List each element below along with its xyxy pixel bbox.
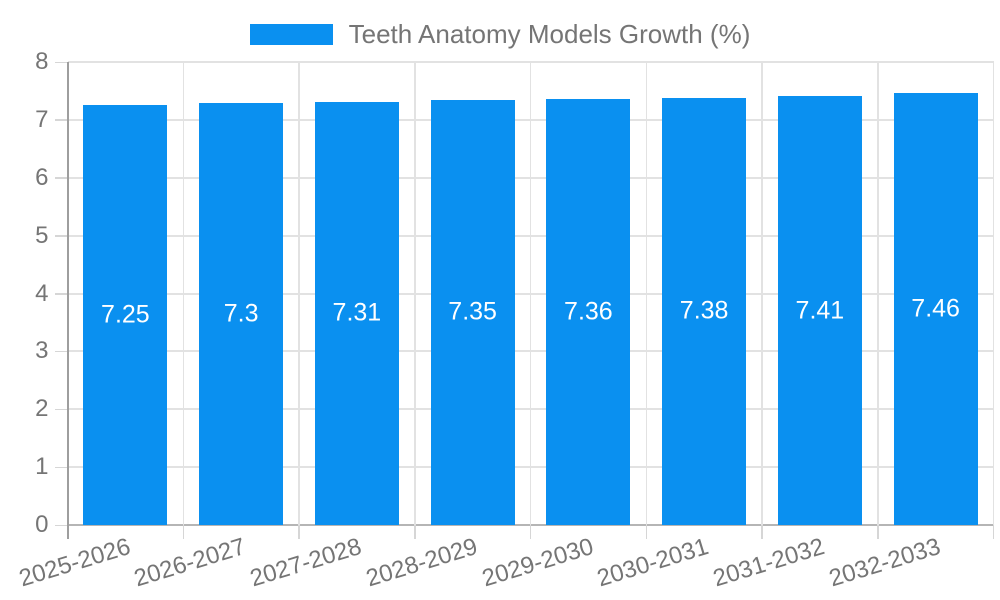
bar <box>83 105 168 525</box>
y-tick-mark <box>54 119 68 121</box>
y-tick-mark <box>54 235 68 237</box>
y-axis-tick-label: 7 <box>35 105 49 133</box>
bar <box>893 93 978 525</box>
gridline-vertical <box>992 62 995 525</box>
bar <box>777 96 862 525</box>
x-axis-tick-label: 2028-2029 <box>362 533 481 593</box>
x-tick-mark <box>877 525 879 539</box>
bar <box>199 102 284 525</box>
x-axis-tick-label: 2025-2026 <box>15 533 134 593</box>
bar-value-label: 7.3 <box>223 299 259 328</box>
legend-label: Teeth Anatomy Models Growth (%) <box>348 19 751 49</box>
gridline-vertical <box>298 62 300 525</box>
legend-swatch <box>249 23 333 45</box>
bar-value-label: 7.41 <box>795 296 845 325</box>
y-axis-tick-label: 0 <box>35 511 49 538</box>
bar <box>430 99 515 525</box>
bar-value-label: 7.31 <box>332 298 382 327</box>
y-axis-tick-label: 2 <box>35 395 49 423</box>
y-axis-line <box>66 62 69 539</box>
bar-value-label: 7.36 <box>564 297 613 326</box>
x-tick-mark <box>992 525 995 539</box>
x-tick-mark <box>298 525 300 539</box>
gridline-vertical <box>877 62 879 525</box>
x-tick-mark <box>182 525 184 539</box>
bar <box>662 97 747 525</box>
y-tick-mark <box>54 408 68 411</box>
x-axis-tick-label: 2029-2030 <box>478 533 597 593</box>
bar <box>546 99 631 525</box>
y-axis-tick-label: 5 <box>35 221 49 249</box>
bar-value-label: 7.38 <box>679 296 729 325</box>
x-tick-mark <box>645 525 647 539</box>
gridline-vertical <box>182 62 184 525</box>
x-tick-mark <box>761 525 763 539</box>
y-tick-mark <box>54 350 68 353</box>
bar <box>314 101 399 525</box>
y-tick-mark <box>54 293 68 295</box>
y-axis-tick-label: 4 <box>35 279 49 307</box>
gridline-vertical <box>529 62 532 525</box>
y-tick-mark <box>54 61 68 63</box>
y-tick-mark <box>54 524 68 526</box>
bar-value-label: 7.35 <box>448 297 497 326</box>
x-tick-mark <box>529 525 532 539</box>
x-axis-tick-label: 2030-2031 <box>594 533 713 593</box>
gridline-vertical <box>761 62 763 525</box>
y-tick-mark <box>54 177 68 179</box>
bar-value-label: 7.25 <box>101 300 150 329</box>
x-axis-tick-label: 2026-2027 <box>131 533 250 593</box>
bar-value-label: 7.46 <box>911 294 960 323</box>
y-axis-tick-label: 6 <box>35 163 49 191</box>
legend: Teeth Anatomy Models Growth (%) <box>0 21 1000 47</box>
x-tick-mark <box>414 525 416 539</box>
y-axis-tick-label: 1 <box>35 453 49 481</box>
x-axis-tick-label: 2032-2033 <box>825 533 944 593</box>
gridline-vertical <box>414 62 416 525</box>
x-axis-tick-label: 2027-2028 <box>247 533 365 593</box>
y-tick-mark <box>54 466 68 469</box>
y-axis-tick-label: 3 <box>35 337 49 365</box>
x-axis-tick-label: 2031-2032 <box>710 533 828 593</box>
y-axis-tick-label: 8 <box>35 48 49 75</box>
gridline-vertical <box>645 62 647 525</box>
